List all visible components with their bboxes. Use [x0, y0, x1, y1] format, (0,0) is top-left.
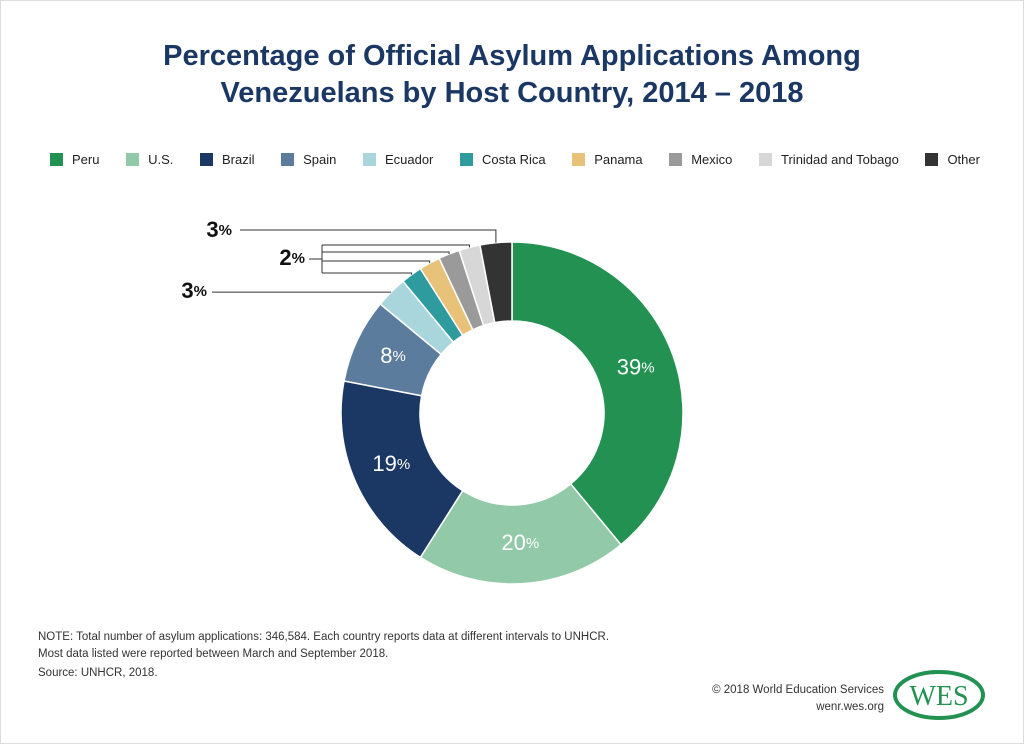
legend-item-costa-rica: Costa Rica: [460, 152, 546, 167]
legend-swatch-spain: [281, 152, 295, 166]
chart-note: NOTE: Total number of asylum application…: [38, 629, 738, 663]
data-label-spain: 8%: [380, 343, 406, 368]
legend-swatch-trinidad-and-tobago: [759, 152, 773, 166]
legend-item-spain: Spain: [281, 152, 336, 167]
legend-item-ecuador: Ecuador: [362, 151, 434, 167]
chart-note-line-1: NOTE: Total number of asylum application…: [38, 631, 610, 643]
legend-item-mexico: Mexico: [669, 152, 732, 167]
data-label-small-countries: 2%: [279, 245, 305, 270]
leader-line-trinidad-and-tobago: [322, 244, 470, 248]
legend-swatch-other: [925, 152, 939, 166]
data-label-other: 3%: [206, 217, 232, 242]
legend-label-peru: Peru: [72, 151, 100, 167]
slice-peru: [511, 241, 684, 546]
data-label-brazil: 19%: [372, 451, 410, 476]
slice-other: [479, 241, 513, 324]
legend-label-spain: Spain: [303, 151, 337, 167]
legend-label-ecuador: Ecuador: [384, 151, 434, 167]
legend-swatch-panama: [572, 152, 586, 166]
legend-swatch-peru: [50, 152, 63, 166]
legend-label-trinidad-and-tobago: Trinidad and Tobago: [781, 151, 899, 167]
chart-title: Percentage of Official Asylum Applicatio…: [0, 38, 1024, 112]
legend-item-other: Other: [925, 152, 980, 167]
wes-logo-ring: [893, 670, 985, 720]
legend-label-costa-rica: Costa Rica: [482, 151, 546, 167]
wes-logo-swoosh: [899, 670, 937, 687]
website-line: wenr.wes.org: [816, 701, 884, 713]
legend-label-panama: Panama: [594, 151, 643, 167]
data-label-u-s: 20%: [501, 530, 539, 555]
leader-line-panama: [322, 260, 431, 264]
legend-label-other: Other: [947, 151, 980, 167]
chart-note-line-2: Most data listed were reported between M…: [38, 648, 389, 660]
wes-logo: WES: [893, 670, 985, 720]
slice-u-s: [419, 482, 623, 585]
leader-line-other: [240, 229, 497, 243]
legend-item-brazil: Brazil: [199, 151, 255, 167]
legend-label-mexico: Mexico: [691, 151, 733, 167]
legend-label-brazil: Brazil: [221, 151, 255, 167]
chart-title-line-2: Venezuelans by Host Country, 2014 – 2018: [220, 77, 804, 109]
wes-logo-text: WES: [909, 681, 968, 712]
chart-source: Source: UNHCR, 2018.: [38, 667, 158, 679]
legend-item-panama: Panama: [572, 151, 643, 167]
chart-title-line-1: Percentage of Official Asylum Applicatio…: [163, 40, 861, 72]
data-label-ecuador: 3%: [181, 278, 207, 303]
legend-item-u-s: U.S.: [126, 152, 173, 167]
legend-item-peru: Peru: [50, 152, 99, 167]
copyright-credit: © 2018 World Education Services wenr.wes…: [712, 682, 884, 716]
legend-swatch-u-s: [126, 152, 140, 166]
legend-swatch-ecuador: [362, 152, 376, 166]
legend-item-trinidad-and-tobago: Trinidad and Tobago: [759, 152, 899, 167]
legend-swatch-costa-rica: [460, 152, 473, 166]
chart-legend: Peru U.S. Brazil Spain Ecuador Costa Rica Pana…: [50, 149, 980, 169]
slice-brazil: [340, 380, 464, 559]
data-label-peru: 39%: [617, 354, 655, 379]
leader-line-mexico: [322, 251, 450, 255]
legend-label-u-s: U.S.: [148, 151, 174, 167]
copyright-line: © 2018 World Education Services: [712, 684, 884, 696]
legend-swatch-brazil: [199, 152, 213, 166]
legend-swatch-mexico: [669, 152, 683, 166]
leader-line-costa-rica: [322, 272, 412, 275]
